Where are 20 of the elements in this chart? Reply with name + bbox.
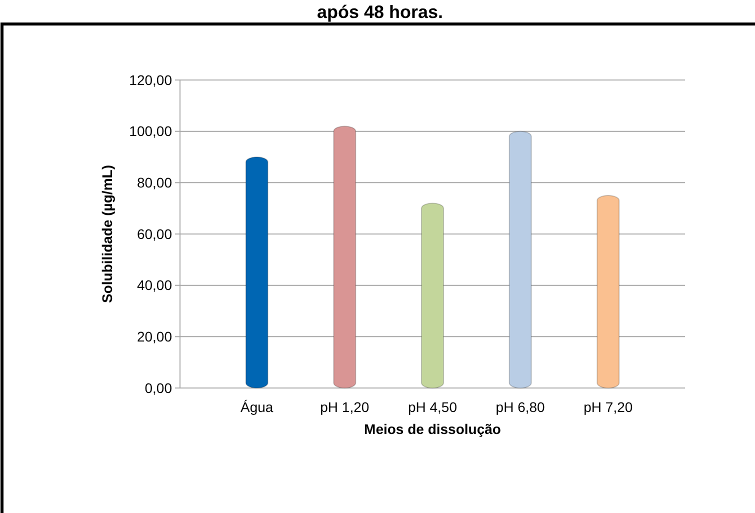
bar <box>508 130 532 388</box>
y-axis-title: Solubilidade (µg/mL) <box>99 165 115 303</box>
x-tick-label: pH 7,20 <box>584 399 633 415</box>
y-tick-label: 100,00 <box>129 123 172 140</box>
y-tick-label: 20,00 <box>136 328 172 345</box>
chart-title: após 48 horas. <box>316 2 444 22</box>
x-tick-label: pH 1,20 <box>320 399 370 415</box>
x-tick-label: pH 4,50 <box>408 399 458 415</box>
bar <box>596 195 620 388</box>
bar <box>245 156 268 388</box>
y-tick-label: 80,00 <box>136 174 172 191</box>
x-tick-label: Água <box>240 399 274 415</box>
x-axis-title: Meios de dissolução <box>364 421 501 437</box>
bar <box>421 202 444 388</box>
bar <box>333 126 356 388</box>
y-tick-label: 60,00 <box>136 226 172 242</box>
y-tick-label: 0,00 <box>144 380 172 396</box>
x-tick-label: pH 6,80 <box>496 399 546 415</box>
y-tick-label: 40,00 <box>136 277 172 294</box>
y-tick-label: 120,00 <box>129 72 172 88</box>
